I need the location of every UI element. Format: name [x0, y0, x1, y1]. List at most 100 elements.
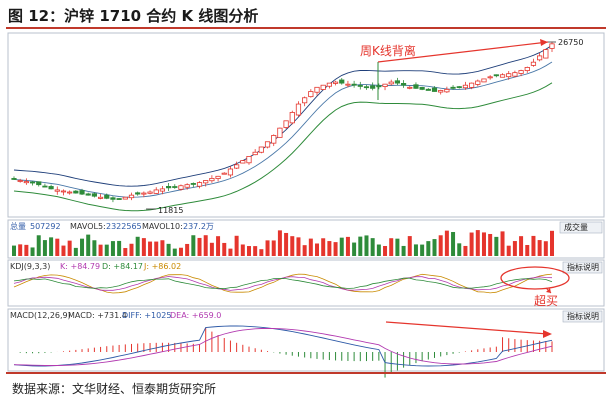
candle-body — [85, 193, 91, 196]
ma-lower-band — [13, 82, 553, 212]
volume-bar — [444, 230, 449, 256]
figure-title: 图 12：沪锌 1710 合约 K 线图分析 — [8, 7, 259, 25]
candle-body — [17, 180, 23, 182]
volume-bar — [67, 240, 72, 256]
volume-bar — [61, 245, 66, 256]
candle-body — [308, 91, 314, 98]
macd-value: MACD: +731.4 — [68, 311, 127, 320]
candle-body — [444, 89, 450, 93]
volume-bar — [178, 247, 183, 256]
source-note: 数据来源：文华财经、恒泰期货研究所 — [12, 382, 217, 396]
candle-body — [363, 86, 370, 89]
volume-bar — [481, 232, 486, 256]
candle-body — [388, 81, 394, 85]
candle-body — [413, 84, 419, 89]
candle-body — [48, 186, 54, 190]
macd-diff-value: DIFF: +1025 — [122, 311, 171, 320]
volume-bar — [259, 249, 264, 256]
volume-button[interactable] — [559, 221, 603, 234]
candle-body — [221, 172, 227, 175]
volume-bar — [327, 241, 332, 256]
high-price-label: 26750 — [558, 38, 583, 47]
volume-bar — [160, 240, 165, 256]
volume-bar — [80, 238, 85, 256]
volume-bar — [370, 238, 375, 256]
macd-label: MACD(12,26,9) — [10, 311, 71, 320]
macd-divergence-line — [385, 321, 549, 335]
overbought-circle — [500, 266, 570, 290]
candle-body — [499, 74, 506, 78]
volume-bar — [475, 230, 480, 256]
candle-body — [289, 112, 295, 124]
kdj-info-button[interactable] — [562, 261, 603, 274]
volume-bar — [265, 240, 270, 256]
volume-bar — [500, 231, 505, 256]
candle-body — [246, 156, 252, 164]
volume-bar — [216, 236, 221, 256]
candle-body — [159, 188, 166, 192]
volume-bar — [550, 230, 554, 256]
candle-body — [79, 190, 85, 195]
volume-bar — [432, 239, 437, 256]
candle-body — [283, 120, 289, 128]
ma-upper-band — [13, 44, 553, 187]
volume-bar — [488, 233, 493, 256]
candle-body — [370, 85, 376, 89]
volume-bar — [302, 245, 307, 256]
volume-bar — [376, 244, 381, 256]
volume-bar — [253, 246, 258, 256]
volume-button-label: 成交量 — [564, 222, 588, 232]
overbought-label: 超买 — [534, 293, 558, 308]
volume-bar — [438, 235, 443, 256]
volume-bar — [86, 234, 91, 256]
candle-body — [407, 86, 413, 89]
volume-bar — [228, 248, 233, 256]
candle-body — [234, 164, 240, 169]
volume-bar — [123, 248, 128, 256]
overbought-arrowhead — [546, 288, 551, 293]
volume-bar — [290, 236, 295, 256]
candle-body — [165, 186, 172, 189]
volume-bar — [525, 244, 530, 256]
volume-bar — [321, 238, 326, 256]
candle-body — [97, 196, 104, 199]
volume-bar — [426, 241, 431, 256]
ma-mid-line — [13, 61, 553, 198]
candle-body — [122, 196, 128, 200]
volume-bar — [49, 237, 54, 256]
macd-divergence-arrowhead — [543, 330, 552, 338]
macd-panel-frame — [7, 308, 605, 372]
candle-body — [295, 103, 302, 116]
vol-total-label: 总量 — [10, 221, 26, 231]
candle-body — [60, 190, 67, 193]
candle-body — [196, 182, 203, 187]
candle-body — [487, 76, 493, 79]
volume-bar — [12, 245, 16, 256]
volume-bar — [129, 243, 134, 256]
vol-mavol10-value: 237.2万 — [183, 222, 214, 231]
candle-body — [91, 193, 97, 197]
volume-bar — [197, 237, 202, 256]
candle-body — [116, 198, 122, 200]
candle-body — [543, 49, 549, 59]
volume-bar — [364, 235, 369, 256]
candle-body — [215, 175, 221, 179]
volume-bar — [240, 244, 245, 256]
vol-mavol5-value: 2322565 — [106, 222, 142, 231]
top-divider — [6, 27, 606, 29]
volume-bar — [148, 241, 153, 256]
candle-body — [271, 135, 277, 144]
volume-bar — [55, 238, 60, 256]
volume-bar — [191, 235, 196, 256]
macd-info-button[interactable] — [562, 310, 603, 323]
volume-bar — [36, 235, 41, 256]
volume-bar — [383, 245, 388, 256]
kdj-d-line — [13, 277, 553, 290]
volume-bar — [531, 235, 536, 256]
candle-body — [203, 180, 209, 184]
macd-info-button-label: 指标说明 — [567, 311, 599, 321]
candle-body — [419, 87, 425, 90]
kdj-k-value: K: +84.79 — [60, 262, 100, 271]
candle-body — [394, 80, 401, 84]
candle-body — [29, 181, 36, 184]
